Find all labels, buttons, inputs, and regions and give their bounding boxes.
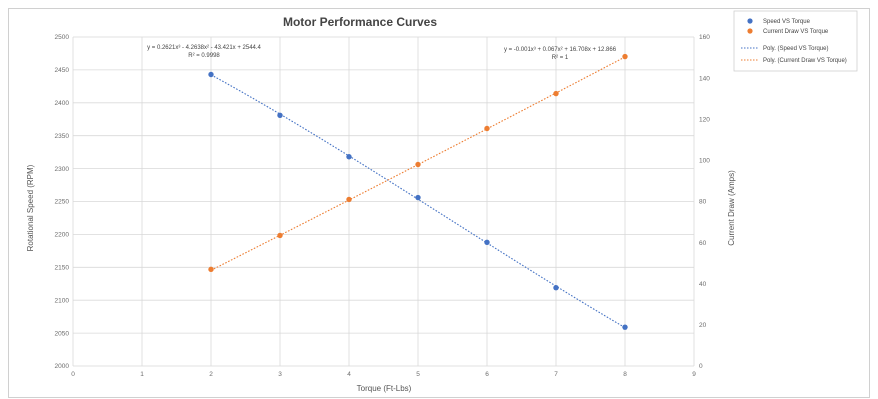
y-axis-title: Rotational Speed (RPM) [26,164,35,251]
data-point-current [553,90,559,97]
data-points [208,53,628,330]
gridlines [72,36,695,367]
axes: 2000205021002150220022502300235024002450… [55,34,711,378]
y2-tick-label: 160 [699,34,710,41]
x-tick-label: 1 [140,371,144,378]
legend-label-current-trend: Poly. (Current Draw VS Torque) [763,58,847,64]
data-point-current [415,161,421,168]
data-point-speed [622,324,628,330]
data-point-current [346,196,352,203]
x-tick-label: 8 [623,371,627,378]
x-tick-label: 5 [416,371,420,378]
y-tick-label: 2300 [55,166,70,173]
y2-tick-label: 80 [699,199,707,206]
x-axis-title: Torque (Ft-Lbs) [357,384,412,393]
y-tick-label: 2000 [55,363,70,370]
data-point-speed [208,71,214,78]
y-tick-label: 2150 [55,265,70,272]
y2-tick-label: 0 [699,363,703,370]
y2-tick-label: 120 [699,116,710,123]
data-point-speed [484,239,490,245]
x-tick-label: 2 [209,371,213,378]
data-point-current [208,266,214,273]
y-tick-label: 2250 [55,199,70,206]
data-point-speed [415,194,421,201]
trendline-equation-speed: y = 0.2621x³ - 4.2638x² - 43.421x + 2544… [147,45,261,51]
y2-tick-label: 100 [699,158,710,165]
x-tick-label: 9 [692,371,696,378]
chart-title: Motor Performance Curves [283,15,437,29]
data-point-current [277,232,283,239]
y2-tick-label: 60 [699,240,707,247]
y-tick-label: 2350 [55,133,70,140]
legend-label-speed: Speed VS Torque [763,19,811,25]
x-tick-label: 3 [278,371,282,378]
data-point-current [622,53,628,60]
legend-marker-speed [747,18,753,24]
legend-label-speed-trend: Poly. (Speed VS Torque) [763,46,828,52]
trendline-equation-current: y = -0.001x³ + 0.067x² + 16.708x + 12.86… [504,47,617,53]
trendline-r2-current: R² = 1 [552,55,569,61]
y2-tick-label: 20 [699,322,707,329]
data-point-speed [553,284,559,291]
trendline-r2-speed: R² = 0.9998 [188,53,220,59]
chart-frame: 2000 2050 2100 2150 2200 2250 2300 2350 2400 2450… [8,8,870,398]
y-tick-label: 2200 [55,232,70,239]
legend-marker-current [747,28,753,34]
y2-axis-title: Current Draw (Amps) [727,170,736,246]
x-tick-label: 0 [71,371,75,378]
motor-performance-chart: 2000205021002150220022502300235024002450… [26,10,858,393]
y-tick-label: 2050 [55,330,70,337]
legend-label-current: Current Draw VS Torque [763,29,829,35]
data-point-current [484,125,490,132]
y2-tick-label: 140 [699,75,710,82]
legend-box [733,10,858,72]
legend: Speed VS Torque Current Draw VS Torque P… [733,10,858,72]
x-tick-label: 4 [347,371,351,378]
y-tick-label: 2450 [55,67,70,74]
data-point-speed [277,112,283,119]
y2-tick-label: 40 [699,281,707,288]
data-point-speed [346,154,352,160]
y-tick-label: 2400 [55,100,70,107]
x-tick-label: 6 [485,371,489,378]
y-tick-label: 2100 [55,297,70,304]
y-tick-label: 2500 [55,34,70,41]
x-tick-label: 7 [554,371,558,378]
